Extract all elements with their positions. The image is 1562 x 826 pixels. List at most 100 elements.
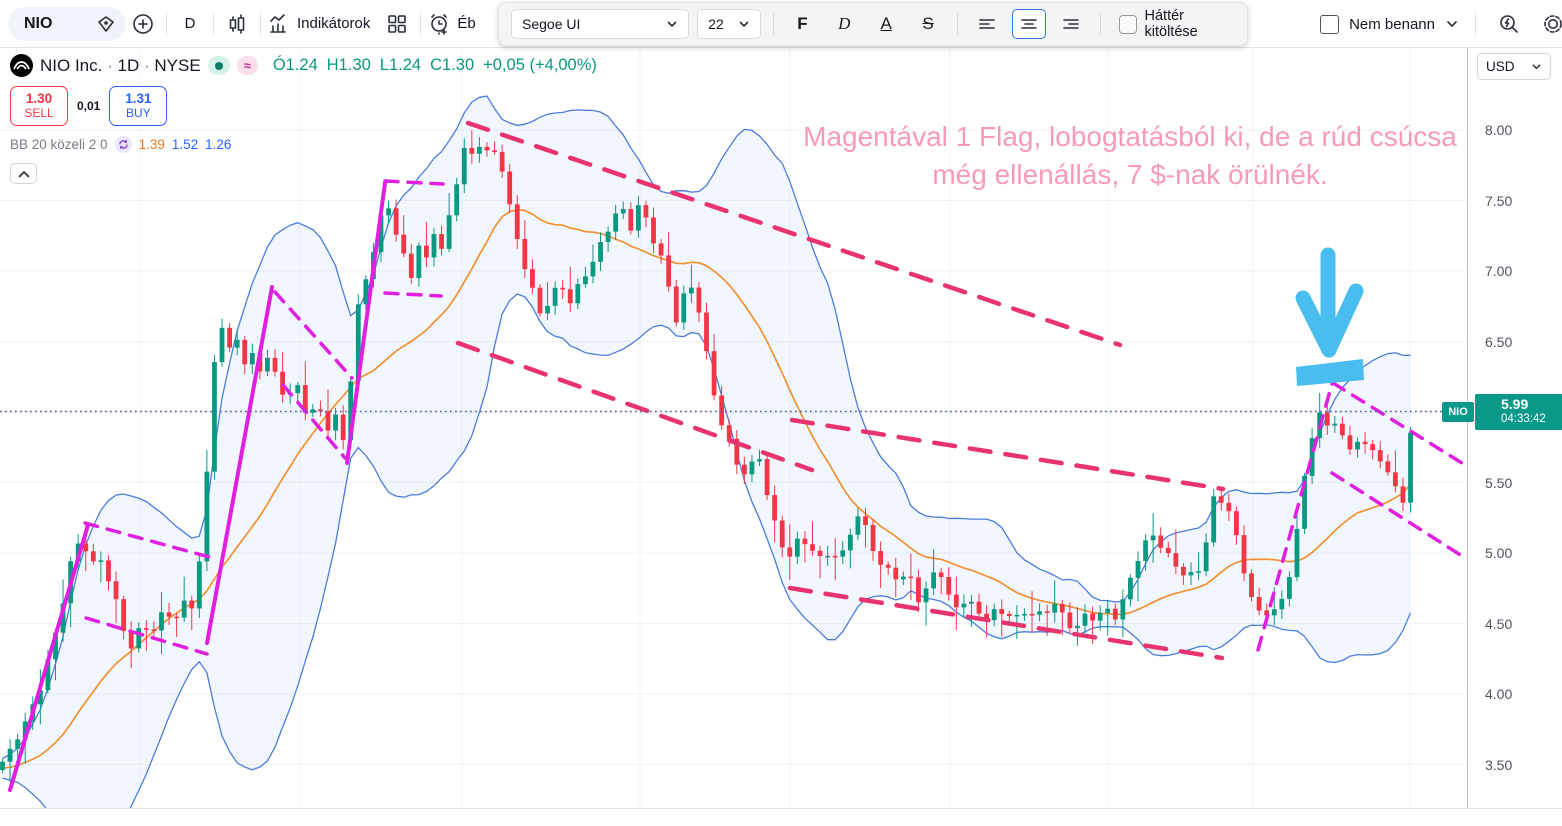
market-status-pill <box>207 56 230 75</box>
settings-button[interactable] <box>1536 7 1562 41</box>
chart-legend: NIO Inc. · 1D · NYSE ≈ Ó1.24 H1.30 L1.24… <box>10 54 597 184</box>
interval-value[interactable]: 1D <box>117 55 140 75</box>
open-value: Ó1.24 <box>272 56 318 74</box>
spread-value: 0,01 <box>77 99 101 113</box>
align-left-button[interactable] <box>970 9 1004 39</box>
symbol-title[interactable]: NIO Inc. · 1D · NYSE <box>40 55 201 75</box>
sell-button[interactable]: 1.30 SELL <box>10 86 68 126</box>
indicators-icon <box>267 12 291 36</box>
align-center-icon <box>1020 19 1037 29</box>
strikethrough-button[interactable]: S <box>922 14 934 33</box>
time-axis[interactable] <box>0 808 1562 826</box>
bold-button[interactable]: F <box>797 14 808 33</box>
currency-value: USD <box>1486 59 1515 74</box>
ohlc-values: Ó1.24 H1.30 L1.24 C1.30 +0,05 (+4,00%) <box>273 56 597 75</box>
chevron-down-icon <box>667 21 677 27</box>
alarm-clock-plus-icon <box>427 12 451 36</box>
current-price-value: 5.99 <box>1501 396 1529 412</box>
italic-button[interactable]: D <box>838 14 851 33</box>
font-family-select[interactable]: Segoe UI <box>511 9 690 39</box>
price-axis[interactable]: USD 8.00 7.50 7.00 6.50 5.50 5.00 4.50 4.00 3.50… <box>1442 48 1562 808</box>
price-tick: 8.00 <box>1485 122 1513 138</box>
chart-pane[interactable]: Magentával 1 Flag, lobogtatásból ki, de … <box>0 48 1467 808</box>
font-size-select[interactable]: 22 <box>697 9 761 39</box>
high-value: H1.30 <box>326 56 371 74</box>
font-family-value: Segoe UI <box>522 16 581 32</box>
layout-square-icon[interactable] <box>1320 14 1340 34</box>
price-tick: 4.50 <box>1485 615 1513 632</box>
extended-hours-pill: ≈ <box>236 56 258 75</box>
toolbar-right-group: Nem benann <box>1320 0 1562 48</box>
market-open-dot-icon <box>214 61 223 70</box>
indicator-name[interactable]: BB 20 közeli 2 0 <box>10 137 108 152</box>
symbol-search-button[interactable]: NIO <box>8 6 126 41</box>
layout-grid-button[interactable] <box>380 7 414 41</box>
format-separator <box>772 13 774 35</box>
currency-select[interactable]: USD <box>1477 53 1551 80</box>
indicators-label: Indikátorok <box>297 15 371 32</box>
align-center-button[interactable] <box>1011 9 1046 39</box>
tradingview-logo-text: TradingView <box>58 807 176 808</box>
symbol-watch-icon[interactable] <box>96 14 116 34</box>
toolbar-separator <box>166 11 167 36</box>
format-separator <box>957 13 958 35</box>
indicators-button[interactable]: Indikátorok <box>267 7 370 41</box>
tradingview-mark-icon <box>28 807 52 808</box>
nio-logo <box>10 54 33 77</box>
indicator-legend[interactable]: BB 20 közeli 2 0 1.39 1.52 1.26 <box>10 136 597 153</box>
grid-layout-icon <box>386 13 408 35</box>
legend-collapse-button[interactable] <box>10 163 37 184</box>
current-price-label: 5.99 04:33:42 <box>1475 394 1562 430</box>
countdown-timer: 04:33:42 <box>1501 412 1546 425</box>
indicator-refresh-icon[interactable] <box>114 136 132 153</box>
align-left-icon <box>979 19 995 29</box>
format-separator <box>1099 13 1101 35</box>
chevron-down-icon <box>739 21 748 27</box>
quick-search-button[interactable] <box>1492 7 1526 41</box>
toolbar-separator <box>213 11 214 36</box>
font-size-value: 22 <box>708 16 724 32</box>
price-tick: 5.50 <box>1485 474 1513 491</box>
chevron-down-icon <box>1532 64 1541 70</box>
background-fill-checkbox[interactable] <box>1118 14 1137 34</box>
background-fill-label: Háttér kitöltése <box>1144 8 1198 40</box>
layout-name-button[interactable]: Nem benann <box>1349 15 1435 33</box>
change-value: +0,05 (+4,00%) <box>483 56 597 74</box>
exchange-value: NYSE <box>154 55 201 75</box>
chevron-up-icon <box>18 170 29 177</box>
tradingview-logo[interactable]: TradingView <box>28 807 176 808</box>
price-tick: 6.50 <box>1485 333 1513 350</box>
interval-button[interactable]: D <box>173 7 207 41</box>
bb-upper-value: 1.52 <box>171 137 199 152</box>
toolbar-separator <box>420 11 422 36</box>
chevron-down-icon[interactable] <box>1445 17 1459 31</box>
toolbar-left-group: NIO D <box>0 6 476 41</box>
interval-label: D <box>184 15 196 32</box>
toolbar-separator <box>1475 12 1476 36</box>
bb-basis-value: 1.39 <box>138 137 165 152</box>
search-bolt-icon <box>1497 12 1521 36</box>
buy-button[interactable]: 1.31 BUY <box>109 86 168 126</box>
toolbar-separator <box>260 11 261 36</box>
symbol-search-label: NIO <box>24 14 53 32</box>
align-right-icon <box>1062 19 1079 29</box>
close-value: C1.30 <box>430 56 475 74</box>
chart-type-button[interactable] <box>220 7 254 41</box>
symbol-price-chip: NIO <box>1442 402 1474 422</box>
plus-circle-icon <box>131 12 155 36</box>
compare-add-button[interactable] <box>126 7 160 41</box>
candlestick-chart[interactable] <box>0 48 1467 808</box>
price-tick: 5.00 <box>1485 545 1513 561</box>
alert-button[interactable]: Éb <box>427 7 476 41</box>
text-format-toolbar: Segoe UI 22 F D A S Háttér kitöltése <box>498 2 1248 46</box>
align-right-button[interactable] <box>1054 9 1088 39</box>
price-tick: 7.50 <box>1485 192 1513 209</box>
bb-lower-value: 1.26 <box>205 137 232 152</box>
price-tick: 3.50 <box>1485 756 1513 773</box>
alerts-label: Éb <box>457 15 476 32</box>
low-value: L1.24 <box>379 56 422 74</box>
price-tick: 4.00 <box>1485 686 1513 702</box>
underline-button[interactable]: A <box>880 14 892 33</box>
gear-icon <box>1540 11 1562 37</box>
